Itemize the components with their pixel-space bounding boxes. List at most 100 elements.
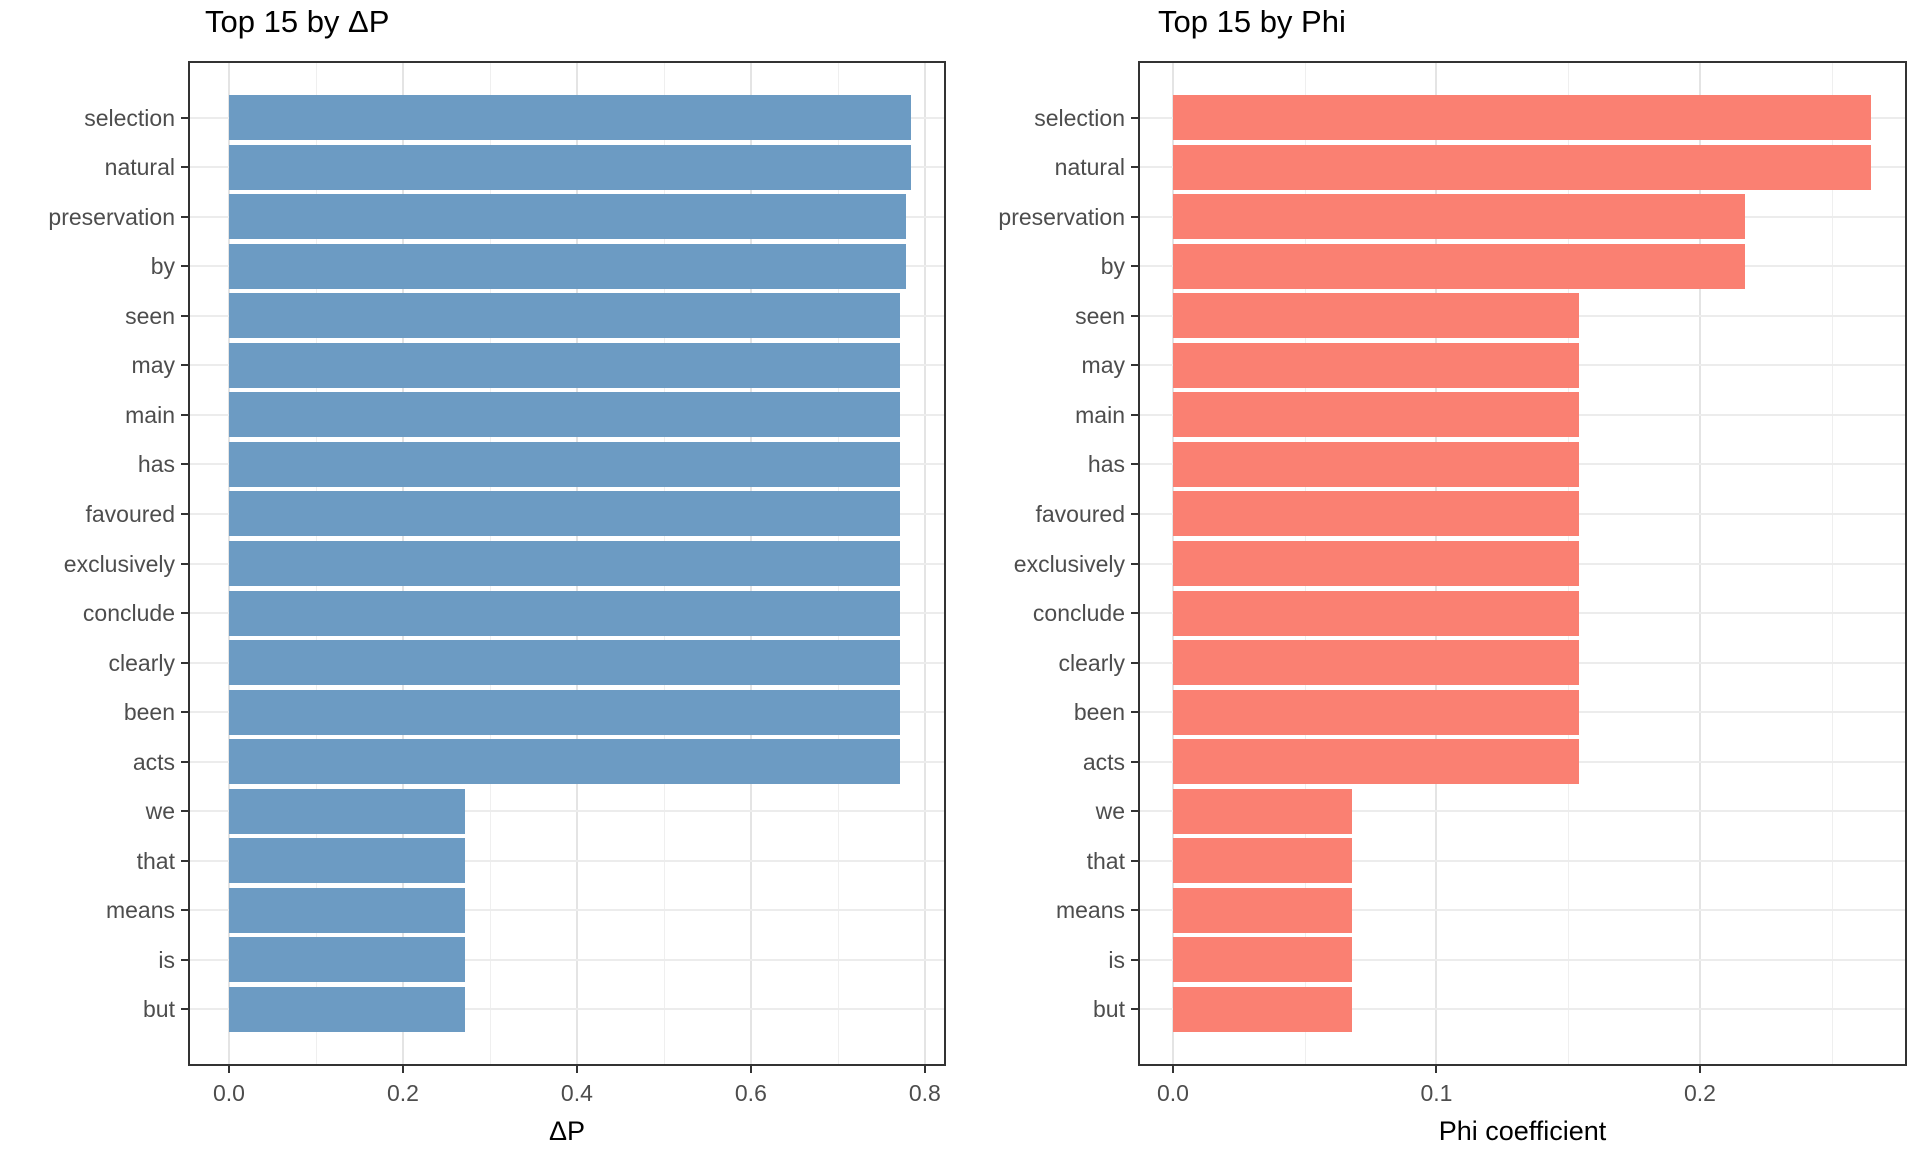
y-axis-label: has xyxy=(1087,451,1125,478)
y-tick xyxy=(1131,265,1140,268)
y-tick xyxy=(1131,711,1140,714)
y-tick xyxy=(181,612,190,615)
bar xyxy=(1172,887,1353,933)
x-tick-label: 0.4 xyxy=(560,1080,593,1106)
y-axis-label: clearly xyxy=(108,649,175,676)
gridline-major-h xyxy=(190,859,944,862)
y-tick xyxy=(1131,859,1140,862)
bar xyxy=(1172,788,1353,834)
y-tick xyxy=(181,1008,190,1011)
y-tick xyxy=(1131,661,1140,664)
y-axis-label: favoured xyxy=(85,500,175,527)
bar xyxy=(228,986,465,1032)
y-axis-label: by xyxy=(1100,253,1125,280)
y-tick xyxy=(181,215,190,218)
x-tick xyxy=(1171,1064,1174,1073)
y-tick xyxy=(1131,215,1140,218)
y-axis-label: exclusively xyxy=(1013,550,1125,577)
x-tick xyxy=(923,1064,926,1073)
x-tick-label: 0.0 xyxy=(212,1080,245,1106)
plot-panel xyxy=(1140,63,1905,1064)
x-tick xyxy=(1435,1064,1438,1073)
y-axis-label: seen xyxy=(125,302,175,329)
x-tick xyxy=(1698,1064,1701,1073)
y-axis-label: we xyxy=(145,798,175,825)
x-tick xyxy=(227,1064,230,1073)
bar xyxy=(228,144,911,190)
y-tick xyxy=(181,166,190,169)
y-tick xyxy=(1131,562,1140,565)
gridline-major-h xyxy=(1140,810,1905,813)
y-tick xyxy=(1131,810,1140,813)
y-tick xyxy=(1131,958,1140,961)
y-tick xyxy=(181,116,190,119)
y-tick xyxy=(1131,512,1140,515)
bar xyxy=(228,441,900,487)
y-tick xyxy=(1131,463,1140,466)
bar xyxy=(228,342,900,388)
chart-title: Top 15 by Phi xyxy=(1158,4,1346,39)
y-axis-label: is xyxy=(1108,946,1125,973)
y-axis-label: exclusively xyxy=(63,550,175,577)
y-axis-label: we xyxy=(1095,798,1125,825)
y-axis-label: natural xyxy=(104,154,175,181)
y-tick xyxy=(1131,909,1140,912)
y-tick xyxy=(181,859,190,862)
y-tick xyxy=(181,661,190,664)
y-axis-label: means xyxy=(105,897,175,924)
y-tick xyxy=(181,463,190,466)
bar xyxy=(228,491,900,537)
y-axis-label: that xyxy=(136,847,175,874)
y-axis-label: main xyxy=(1075,401,1125,428)
y-tick xyxy=(181,909,190,912)
y-tick xyxy=(181,314,190,317)
y-axis-label: selection xyxy=(1034,104,1125,131)
bar xyxy=(1172,342,1579,388)
bar xyxy=(228,640,900,686)
gridline-major-h xyxy=(190,1008,944,1011)
y-axis-label: but xyxy=(1093,996,1125,1023)
x-tick-label: 0.1 xyxy=(1420,1080,1453,1106)
gridline-major-h xyxy=(1140,958,1905,961)
bar xyxy=(228,739,900,785)
y-tick xyxy=(1131,166,1140,169)
y-axis-label: preservation xyxy=(48,203,175,230)
y-axis-label: acts xyxy=(1082,748,1125,775)
y-tick xyxy=(1131,116,1140,119)
x-tick xyxy=(575,1064,578,1073)
x-tick xyxy=(749,1064,752,1073)
y-tick xyxy=(181,711,190,714)
bar xyxy=(1172,491,1579,537)
bar xyxy=(228,788,465,834)
bar xyxy=(1172,95,1872,140)
y-tick xyxy=(181,512,190,515)
bar xyxy=(228,541,900,586)
y-axis-label: seen xyxy=(1075,302,1125,329)
y-axis-label: favoured xyxy=(1035,500,1125,527)
bar xyxy=(228,590,900,636)
bar xyxy=(1172,293,1579,339)
bar xyxy=(1172,590,1579,636)
bar xyxy=(1172,640,1579,686)
bar xyxy=(1172,739,1579,785)
y-axis-label: may xyxy=(1081,352,1125,379)
y-axis-label: been xyxy=(123,699,175,726)
y-tick xyxy=(1131,1008,1140,1011)
y-axis-label: by xyxy=(150,253,175,280)
gridline-major-h xyxy=(1140,909,1905,912)
y-axis-label: has xyxy=(137,451,175,478)
y-tick xyxy=(1131,760,1140,763)
y-tick xyxy=(1131,612,1140,615)
y-tick xyxy=(181,364,190,367)
bar xyxy=(1172,689,1579,735)
bar xyxy=(228,887,465,933)
bar xyxy=(228,194,906,240)
x-tick-label: 0.8 xyxy=(908,1080,941,1106)
y-axis-label: conclude xyxy=(1032,600,1125,627)
gridline-major-h xyxy=(1140,1008,1905,1011)
bar xyxy=(228,838,465,884)
x-tick-label: 0.2 xyxy=(1683,1080,1716,1106)
x-axis-title: Phi coefficient xyxy=(1438,1116,1607,1146)
bar xyxy=(1172,392,1579,438)
y-tick xyxy=(181,562,190,565)
